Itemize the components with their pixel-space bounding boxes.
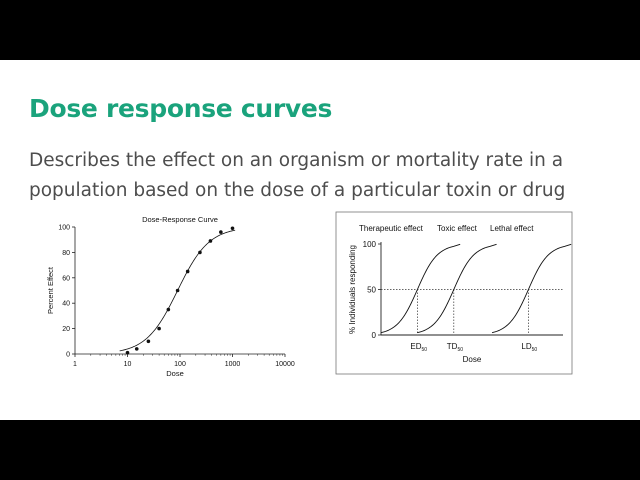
data-point [125,350,130,355]
x-tick-label: 1 [73,361,77,368]
data-point [208,239,213,243]
x-tick-label: 10 [124,361,132,368]
slide: Dose response curves Describes the effec… [0,60,640,420]
data-point [146,339,151,344]
chart1-x-label: Dose [166,369,184,378]
dose50-prefix: LD [521,342,531,351]
dose50-label: TD50 [447,342,463,353]
dose50-label: ED50 [410,342,427,353]
dose50-prefix: ED [410,342,421,351]
series-label: Therapeutic effect [359,224,424,233]
series-label: Toxic effect [437,224,478,233]
y-tick-label: 80 [62,250,70,257]
dose50-subscript: 50 [532,347,538,353]
description-line-2: population based on the dose of a partic… [29,180,566,201]
y-tick-label: 60 [62,275,70,282]
data-point [185,269,190,274]
y-tick-label: 100 [58,225,70,232]
dose50-subscript: 50 [457,347,463,353]
dose50-prefix: TD [447,342,458,351]
x-tick-label: 1000 [225,361,241,368]
y-tick-label: 0 [66,352,70,359]
description-line-1: Describes the effect on an organism or m… [29,150,564,171]
chart1-title: Dose-Response Curve [142,215,218,224]
therapeutic-index-chart: 0 50 100 Dose % Individuals responding Therap… [335,211,573,375]
y-tick-label: 100 [363,240,377,249]
slide-title: Dose response curves [29,94,333,123]
y-tick-label: 0 [372,331,377,340]
data-point [157,326,161,331]
y-tick-label: 40 [62,301,70,308]
dose50-label: LD50 [521,342,537,353]
data-point [166,307,171,312]
dose50-subscript: 50 [422,347,428,353]
slide-description: Describes the effect on an organism or m… [29,146,629,206]
response-curve [380,243,461,334]
data-point [198,250,202,255]
x-tick-label: 10000 [275,361,295,368]
chart2-y-label: % Individuals responding [348,245,357,334]
chart1-y-label: Percent Effect [46,266,55,314]
series-label: Lethal effect [490,224,534,233]
response-curve [417,243,497,334]
data-point [175,288,180,293]
response-curve [491,243,572,334]
x-tick-label: 100 [174,361,186,368]
data-point [230,226,235,231]
y-tick-label: 20 [62,326,70,333]
dose-response-chart: Dose-Response Curve 0 20 40 60 80 100 1 10 100 100… [46,215,295,378]
y-tick-label: 50 [367,286,376,295]
data-point [134,347,139,351]
data-point [219,230,223,234]
chart2-x-label: Dose [463,355,482,364]
